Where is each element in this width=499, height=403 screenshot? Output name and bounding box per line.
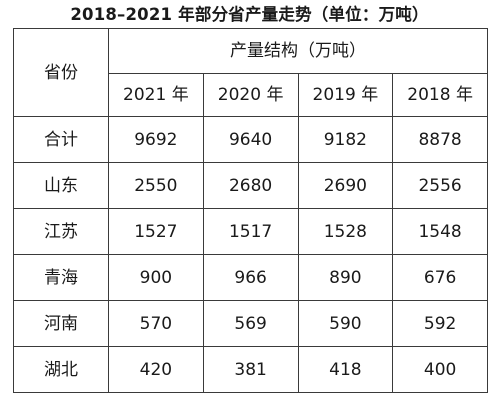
value-cell: 890 — [297, 254, 394, 301]
group-header: 产量结构（万吨） — [230, 41, 366, 61]
group-header-cell: 产量结构（万吨） — [108, 28, 488, 74]
header-row-group: 省份 产量结构（万吨） — [13, 28, 488, 117]
province-cell: 江苏 — [13, 208, 109, 255]
year-header-2019: 2019 年 — [297, 73, 394, 117]
province-cell: 湖北 — [13, 346, 109, 393]
province-cell: 合计 — [13, 116, 109, 163]
value-cell: 9640 — [202, 116, 299, 163]
value-cell: 900 — [108, 254, 204, 301]
province-header-cell: 省份 — [13, 28, 109, 117]
table-row: 湖北 420 381 418 400 — [13, 346, 488, 393]
province-cell: 河南 — [13, 300, 109, 347]
table-row: 江苏 1527 1517 1528 1548 — [13, 208, 488, 255]
value-cell: 418 — [297, 346, 394, 393]
value-cell: 9182 — [297, 116, 394, 163]
value-cell: 590 — [297, 300, 394, 347]
value-cell: 2556 — [392, 162, 488, 209]
value-cell: 1527 — [108, 208, 204, 255]
value-cell: 676 — [392, 254, 488, 301]
value-cell: 400 — [392, 346, 488, 393]
value-cell: 2680 — [202, 162, 299, 209]
table-row: 合计 9692 9640 9182 8878 — [13, 116, 488, 163]
table-title: 2018–2021 年部分省产量走势（单位：万吨） — [70, 5, 429, 24]
value-cell: 1548 — [392, 208, 488, 255]
table-row: 河南 570 569 590 592 — [13, 300, 488, 347]
table-row: 山东 2550 2680 2690 2556 — [13, 162, 488, 209]
value-cell: 381 — [202, 346, 299, 393]
value-cell: 1528 — [297, 208, 394, 255]
value-cell: 2550 — [108, 162, 204, 209]
header-row-years: 2021 年 2020 年 2019 年 2018 年 — [14, 73, 488, 117]
value-cell: 966 — [202, 254, 299, 301]
value-cell: 9692 — [108, 116, 204, 163]
province-cell: 青海 — [13, 254, 109, 301]
province-cell: 山东 — [13, 162, 109, 209]
province-header: 省份 — [44, 62, 78, 83]
year-header-2020: 2020 年 — [202, 73, 299, 117]
value-cell: 420 — [108, 346, 204, 393]
production-table: 省份 产量结构（万吨） 2021 年 2020 年 2019 年 2018 年 … — [13, 28, 488, 393]
value-cell: 2690 — [297, 162, 394, 209]
value-cell: 570 — [108, 300, 204, 347]
year-header-2021: 2021 年 — [108, 73, 204, 117]
value-cell: 592 — [392, 300, 488, 347]
year-header-2018: 2018 年 — [392, 73, 488, 117]
table-row: 青海 900 966 890 676 — [13, 254, 488, 301]
value-cell: 569 — [202, 300, 299, 347]
value-cell: 1517 — [202, 208, 299, 255]
value-cell: 8878 — [392, 116, 488, 163]
